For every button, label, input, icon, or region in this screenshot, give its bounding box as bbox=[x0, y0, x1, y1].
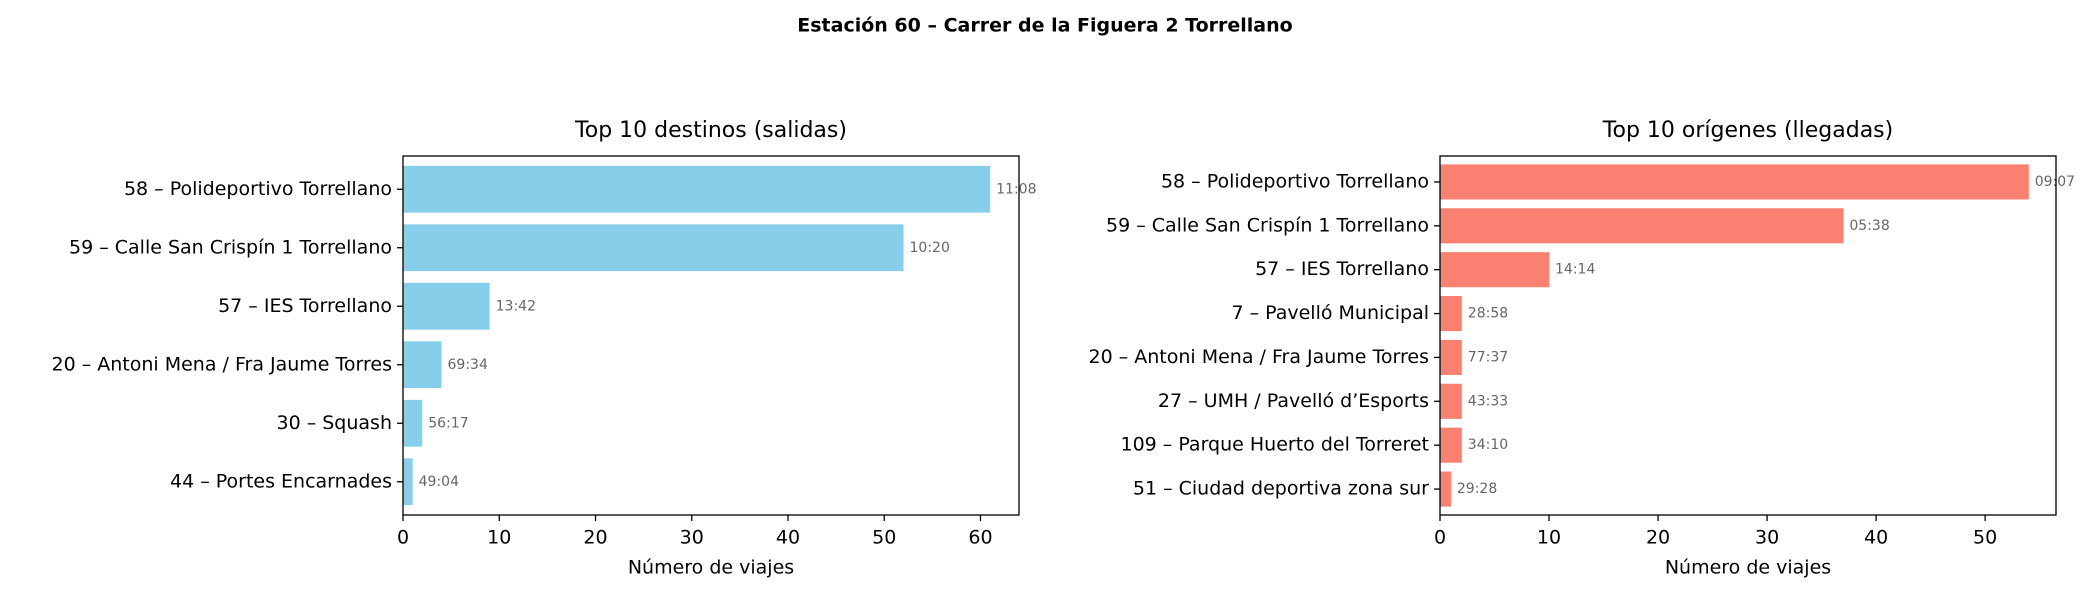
bar bbox=[403, 282, 490, 330]
y-tick-label: 57 – IES Torrellano bbox=[218, 295, 392, 317]
bar bbox=[403, 224, 904, 272]
y-tick-label: 109 – Parque Huerto del Torreret bbox=[1120, 434, 1429, 456]
bar-label: 69:34 bbox=[448, 357, 488, 373]
y-tick-label: 44 – Portes Encarnades bbox=[170, 470, 392, 492]
bar-label: 56:17 bbox=[428, 415, 468, 431]
x-tick-label: 20 bbox=[583, 527, 607, 549]
bar bbox=[1440, 339, 1462, 375]
y-tick-label: 30 – Squash bbox=[276, 412, 392, 434]
y-tick-label: 58 – Polideportivo Torrellano bbox=[1161, 170, 1429, 192]
bar bbox=[403, 399, 423, 447]
bar bbox=[1440, 427, 1462, 463]
x-tick-label: 0 bbox=[397, 527, 409, 549]
x-tick-label: 60 bbox=[968, 527, 992, 549]
x-tick-label: 30 bbox=[680, 527, 704, 549]
bar bbox=[1440, 208, 1844, 244]
bar-label: 13:42 bbox=[496, 298, 536, 314]
bar-label: 28:58 bbox=[1468, 306, 1508, 322]
bar-label: 34:10 bbox=[1468, 437, 1508, 453]
y-tick-label: 57 – IES Torrellano bbox=[1255, 258, 1429, 280]
x-tick-label: 40 bbox=[1864, 527, 1888, 549]
bar-label: 05:38 bbox=[1849, 218, 1889, 234]
bar bbox=[1440, 471, 1451, 507]
bar-label: 11:08 bbox=[996, 181, 1036, 197]
x-tick-label: 20 bbox=[1646, 527, 1670, 549]
y-tick-label: 59 – Calle San Crispín 1 Torrellano bbox=[69, 236, 392, 258]
subplot-title: Top 10 orígenes (llegadas) bbox=[1602, 118, 1893, 143]
x-tick-label: 10 bbox=[1537, 527, 1561, 549]
y-tick-label: 20 – Antoni Mena / Fra Jaume Torres bbox=[1088, 346, 1429, 368]
x-tick-label: 50 bbox=[872, 527, 896, 549]
bar bbox=[1440, 296, 1462, 332]
x-tick-label: 40 bbox=[776, 527, 800, 549]
bar-label: 10:20 bbox=[910, 240, 950, 256]
y-tick-label: 27 – UMH / Pavelló d’Esports bbox=[1158, 390, 1429, 412]
bar-label: 49:04 bbox=[419, 474, 459, 490]
y-tick-label: 59 – Calle San Crispín 1 Torrellano bbox=[1106, 214, 1429, 236]
bar bbox=[1440, 164, 2029, 200]
subplot-title: Top 10 destinos (salidas) bbox=[574, 118, 847, 143]
bar bbox=[403, 341, 442, 389]
x-axis-label: Número de viajes bbox=[628, 557, 794, 579]
x-tick-label: 10 bbox=[487, 527, 511, 549]
bar bbox=[403, 165, 991, 213]
bar bbox=[1440, 252, 1550, 288]
y-tick-label: 7 – Pavelló Municipal bbox=[1231, 302, 1429, 324]
bar bbox=[1440, 383, 1462, 419]
plot-frame bbox=[1439, 155, 2057, 516]
bar-label: 77:37 bbox=[1468, 349, 1508, 365]
y-tick-label: 51 – Ciudad deportiva zona sur bbox=[1133, 478, 1429, 500]
bar-label: 43:33 bbox=[1468, 393, 1508, 409]
bar-label: 09:07 bbox=[2035, 174, 2075, 190]
bar-label: 29:28 bbox=[1457, 481, 1497, 497]
plot-frame bbox=[402, 155, 1020, 516]
x-tick-label: 30 bbox=[1755, 527, 1779, 549]
bar bbox=[403, 458, 413, 506]
figure-title: Estación 60 – Carrer de la Figuera 2 Tor… bbox=[797, 15, 1292, 37]
x-tick-label: 50 bbox=[1973, 527, 1997, 549]
y-tick-label: 20 – Antoni Mena / Fra Jaume Torres bbox=[51, 353, 392, 375]
x-axis-label: Número de viajes bbox=[1665, 557, 1831, 579]
y-tick-label: 58 – Polideportivo Torrellano bbox=[124, 178, 392, 200]
x-tick-label: 0 bbox=[1434, 527, 1446, 549]
bar-label: 14:14 bbox=[1555, 262, 1595, 278]
